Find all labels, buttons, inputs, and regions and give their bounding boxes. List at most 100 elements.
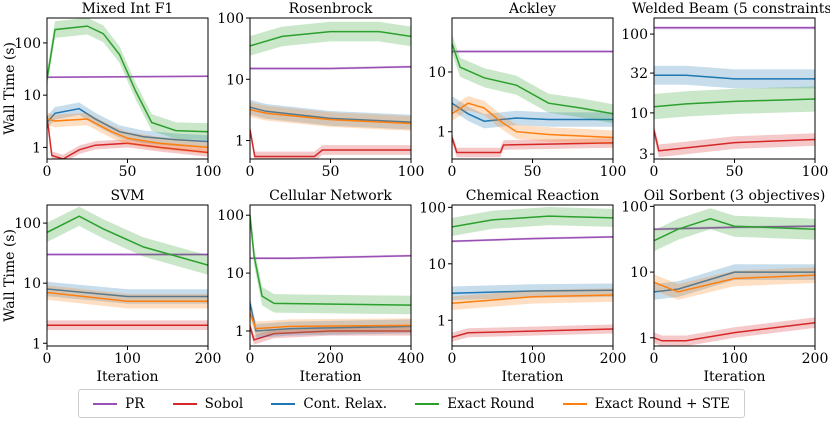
panel-chemical-reaction: Chemical Reaction 0 100 200 1 10 100 bbox=[419, 188, 626, 367]
series-line-exact-round bbox=[47, 25, 208, 133]
panel-chemical-reaction-series bbox=[452, 207, 613, 342]
legend-swatch-exact-round-ste bbox=[562, 402, 587, 405]
legend-item-exact-round: Exact Round bbox=[415, 396, 534, 412]
y-tick-label: 100 bbox=[217, 11, 244, 27]
band-exact-round-ste bbox=[250, 102, 411, 131]
legend-label-sobol: Sobol bbox=[204, 395, 244, 412]
panel-svm: SVM 0 100 200 1 10 100 bbox=[14, 188, 221, 367]
band-exact-round bbox=[654, 86, 815, 120]
y-axis-label: Wall Time (s) bbox=[2, 229, 18, 322]
series-line-exact-round-ste bbox=[47, 291, 208, 303]
x-axis-label: Iteration bbox=[501, 369, 563, 385]
band-exact-round bbox=[654, 208, 815, 252]
y-tick-label: 100 bbox=[217, 208, 244, 224]
band-sobol bbox=[654, 124, 815, 158]
series-line-sobol bbox=[47, 115, 208, 159]
band-exact-round-ste bbox=[452, 96, 613, 145]
band-sobol bbox=[654, 317, 815, 346]
x-axis-label: Iteration bbox=[299, 369, 361, 385]
panel-oil-sorbent-3-objectives-title: Oil Sorbent (3 objectives) bbox=[644, 188, 826, 204]
series-line-sobol bbox=[452, 328, 613, 339]
x-tick-label: 100 bbox=[398, 164, 425, 180]
legend-swatch-pr bbox=[93, 402, 118, 405]
y-tick-label: 10 bbox=[428, 65, 446, 81]
series-line-exact-round-ste bbox=[250, 108, 411, 125]
x-tick-label: 100 bbox=[802, 164, 829, 180]
series-line-pr bbox=[250, 254, 411, 260]
band-exact-round-ste bbox=[250, 306, 411, 336]
legend-label-exact-round-ste: Exact Round + STE bbox=[594, 395, 730, 412]
x-tick-label: 100 bbox=[114, 351, 141, 367]
x-axis-label: Iteration bbox=[96, 369, 158, 385]
series-line-exact-round-ste bbox=[250, 313, 411, 330]
x-tick-label: 0 bbox=[43, 164, 52, 180]
legend-swatch-cont-relax bbox=[271, 402, 296, 405]
y-tick-label: 1 bbox=[235, 134, 244, 150]
series-line-exact-round bbox=[250, 215, 411, 306]
y-tick-label: 100 bbox=[419, 200, 446, 216]
series-line-pr bbox=[250, 66, 411, 70]
x-tick-label: 100 bbox=[721, 351, 748, 367]
x-tick-label: 0 bbox=[43, 351, 52, 367]
legend-label-cont-relax: Cont. Relax. bbox=[303, 395, 388, 412]
band-exact-round-ste bbox=[47, 285, 208, 309]
series-line-sobol bbox=[250, 326, 411, 341]
series-line-sobol bbox=[250, 129, 411, 158]
band-exact-round-ste bbox=[654, 267, 815, 300]
panel-welded-beam-5-constraints: Welded Beam (5 constraints) 0 50 100 3 10 32 10… bbox=[621, 1, 830, 180]
x-tick-label: 100 bbox=[195, 164, 222, 180]
panel-cellular-network: Cellular Network 0 200 400 1 10 100 bbox=[217, 188, 424, 367]
band-exact-round bbox=[452, 33, 613, 124]
x-tick-label: 100 bbox=[519, 351, 546, 367]
series-line-sobol bbox=[654, 321, 815, 342]
band-exact-round bbox=[250, 205, 411, 315]
x-tick-label: 0 bbox=[448, 164, 457, 180]
series-line-exact-round bbox=[250, 30, 411, 47]
band-exact-round bbox=[452, 207, 613, 236]
panel-mixed-int-f1-title: Mixed Int F1 bbox=[82, 1, 174, 17]
y-tick-label: 10 bbox=[630, 106, 648, 122]
x-tick-label: 0 bbox=[650, 351, 659, 367]
band-exact-round bbox=[47, 18, 208, 140]
x-tick-label: 50 bbox=[726, 164, 744, 180]
band-cont-relax bbox=[47, 281, 208, 304]
x-tick-label: 0 bbox=[246, 351, 255, 367]
legend-label-pr: PR bbox=[125, 395, 145, 412]
band-cont-relax bbox=[654, 65, 815, 89]
panel-mixed-int-f1: Mixed Int F1 0 50 100 1 10 100 bbox=[14, 1, 221, 180]
y-tick-label: 100 bbox=[14, 216, 41, 232]
x-axis-label: Iteration bbox=[703, 369, 765, 385]
panel-svm-series bbox=[47, 206, 208, 330]
legend-label-exact-round: Exact Round bbox=[447, 395, 535, 412]
x-tick-label: 50 bbox=[524, 164, 542, 180]
band-exact-round bbox=[47, 206, 208, 275]
y-tick-label: 10 bbox=[226, 266, 244, 282]
series-line-exact-round bbox=[47, 215, 208, 266]
series-line-cont-relax bbox=[47, 288, 208, 298]
x-tick-label: 200 bbox=[195, 351, 222, 367]
series-line-exact-round bbox=[452, 215, 613, 228]
x-tick-label: 100 bbox=[600, 164, 627, 180]
panel-rosenbrock-title: Rosenbrock bbox=[289, 1, 373, 17]
band-cont-relax bbox=[654, 264, 815, 300]
legend-item-exact-round-ste: Exact Round + STE bbox=[562, 395, 730, 412]
y-tick-label: 1 bbox=[235, 324, 244, 340]
series-line-exact-round-ste bbox=[452, 294, 613, 305]
y-tick-label: 10 bbox=[23, 276, 41, 292]
y-axis-label: Wall Time (s) bbox=[2, 42, 18, 135]
panel-welded-beam-5-constraints-title: Welded Beam (5 constraints) bbox=[632, 1, 830, 17]
legend-item-cont-relax: Cont. Relax. bbox=[271, 396, 387, 412]
y-tick-label: 100 bbox=[14, 36, 41, 52]
x-tick-label: 0 bbox=[448, 351, 457, 367]
series-line-cont-relax bbox=[250, 303, 411, 332]
band-exact-round-ste bbox=[452, 288, 613, 310]
panel-cellular-network-series bbox=[250, 205, 411, 345]
band-sobol bbox=[452, 324, 613, 342]
series-line-pr bbox=[452, 236, 613, 243]
y-tick-label: 1 bbox=[32, 140, 41, 156]
panel-ackley-title: Ackley bbox=[508, 1, 556, 17]
series-line-exact-round-ste bbox=[654, 274, 815, 293]
series-line-exact-round bbox=[654, 217, 815, 242]
series-line-sobol bbox=[654, 130, 815, 152]
